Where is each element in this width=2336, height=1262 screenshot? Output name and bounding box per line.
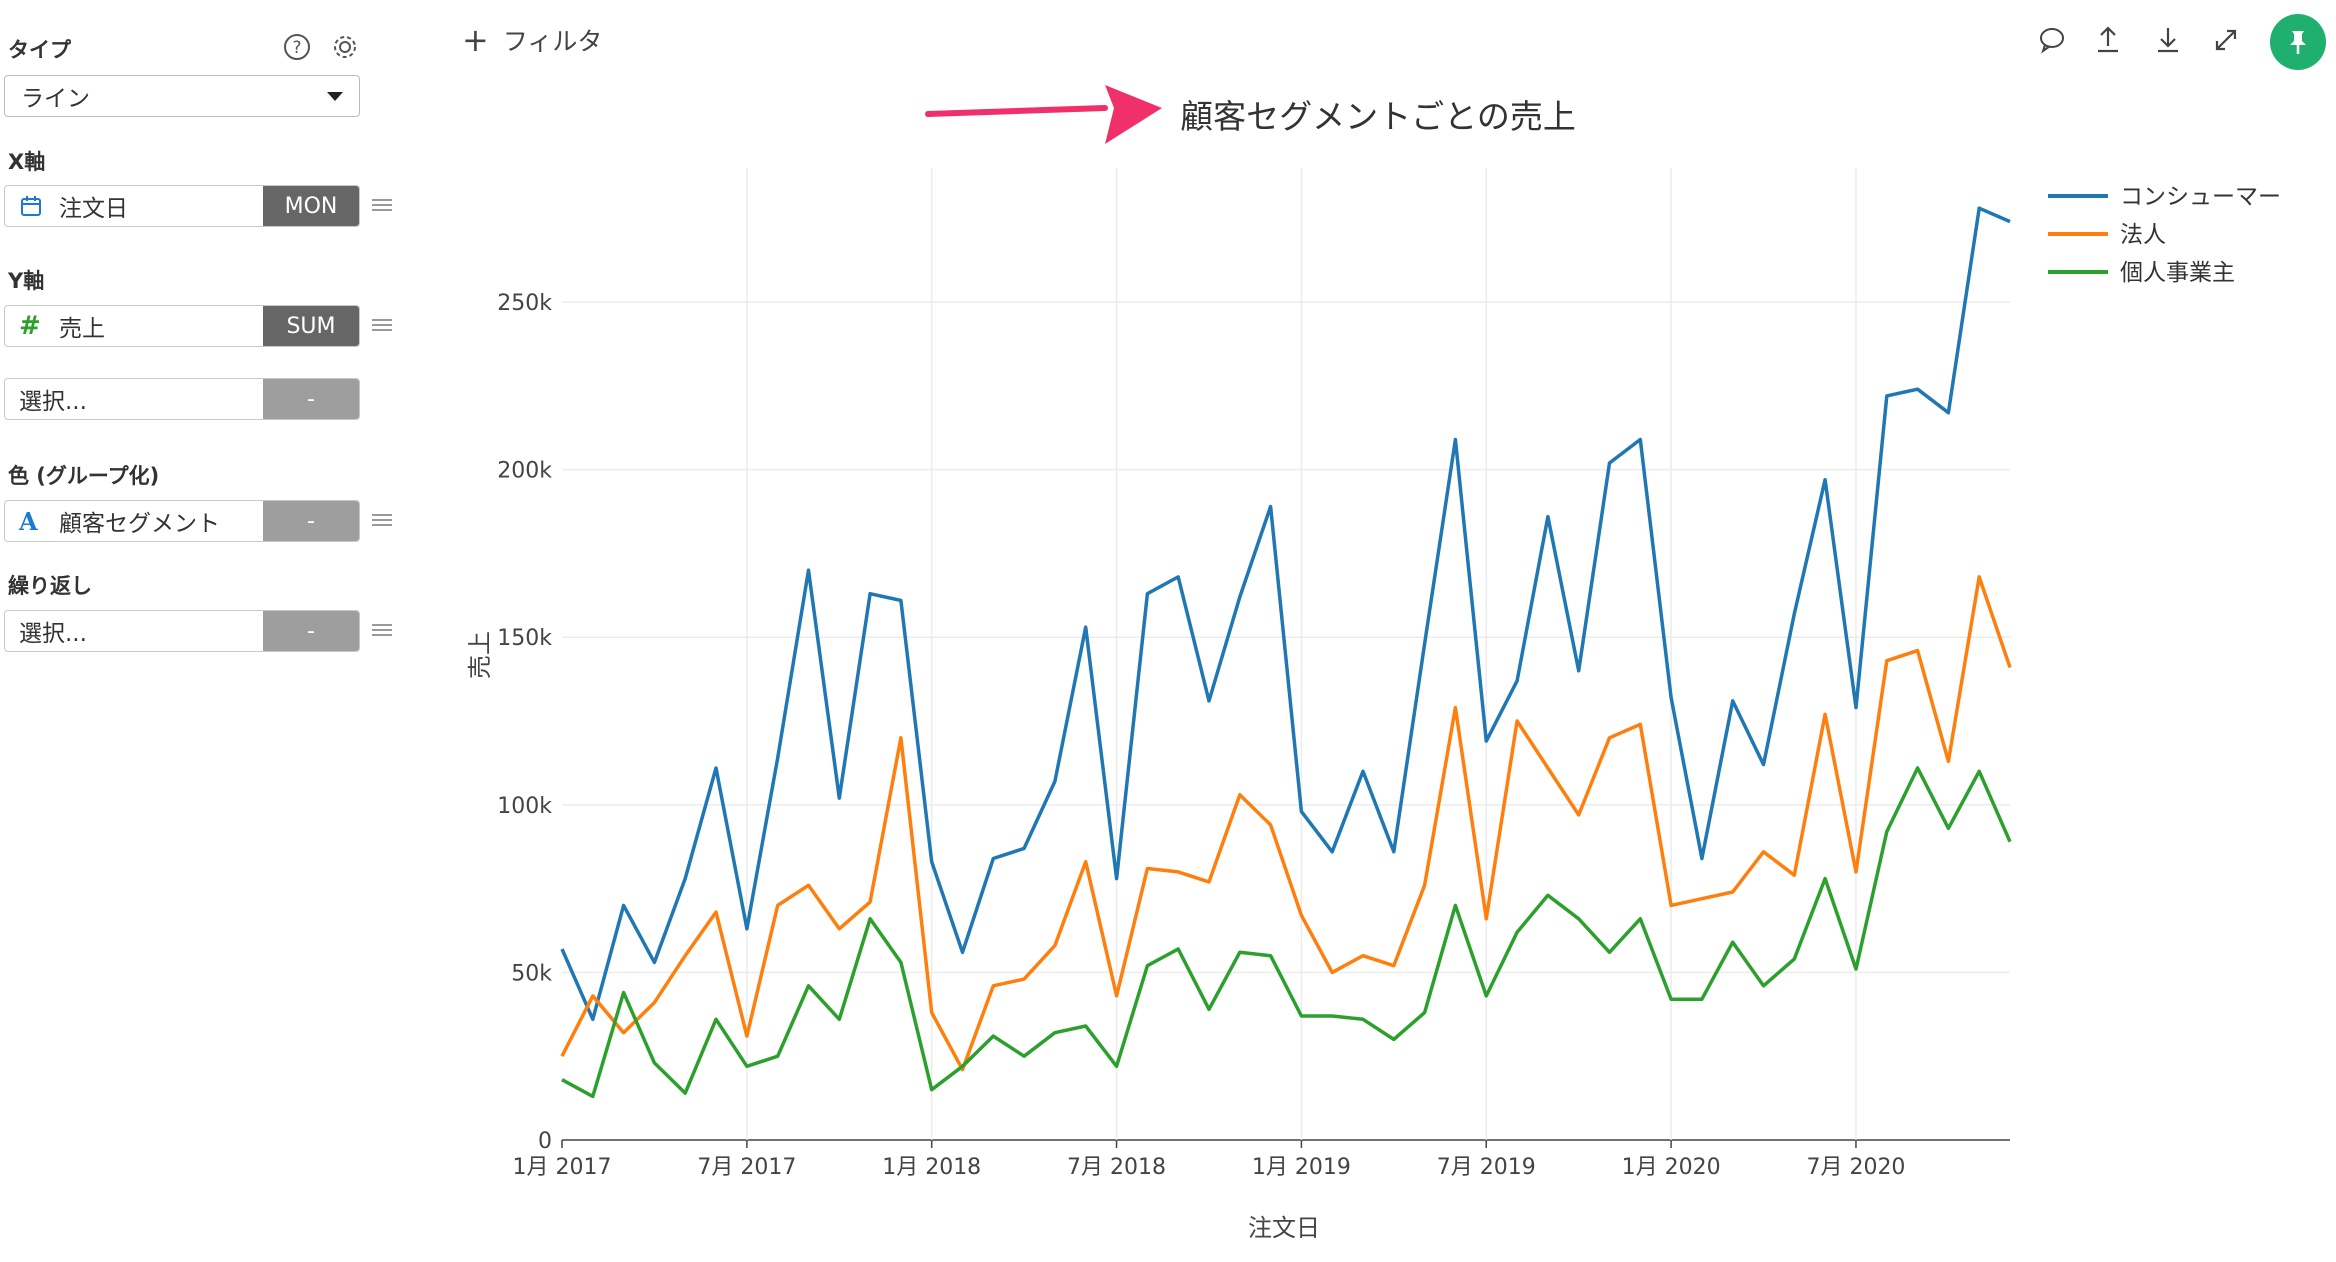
chart-grid xyxy=(562,168,2010,1141)
y-axis: 0 50k 100k 150k 200k 250k xyxy=(497,291,552,1154)
y-tick-label: 50k xyxy=(511,961,552,986)
series-line-2 xyxy=(561,766,2012,1099)
y-tick-label: 250k xyxy=(497,291,552,316)
x-tick-label: 7月 2019 xyxy=(1437,1155,1536,1180)
x-field-name: 注文日 xyxy=(59,196,128,222)
series-line-0 xyxy=(560,206,2011,1022)
chart-type-select[interactable]: ライン xyxy=(4,75,360,117)
download-icon[interactable] xyxy=(2152,24,2184,56)
text-type-icon: A xyxy=(19,506,38,536)
x-tick-label: 7月 2017 xyxy=(697,1155,796,1180)
y2-axis-field[interactable]: 選択... - xyxy=(4,378,360,420)
gear-icon[interactable] xyxy=(330,32,360,62)
y2-aggregation-button[interactable]: - xyxy=(263,379,359,419)
y-tick-label: 0 xyxy=(538,1129,552,1154)
repeat-field[interactable]: 選択... - xyxy=(4,610,360,652)
drag-handle-icon[interactable] xyxy=(372,316,392,334)
chart-title: 顧客セグメントごとの売上 xyxy=(1180,97,1576,136)
x-tick-label: 7月 2018 xyxy=(1067,1155,1166,1180)
legend-label: コンシューマー xyxy=(2120,184,2281,210)
y-axis-label: Y軸 xyxy=(8,269,45,293)
x-axis-field[interactable]: 注文日 MON xyxy=(4,185,360,227)
repeat-placeholder: 選択... xyxy=(19,621,87,647)
x-tick-label: 1月 2020 xyxy=(1622,1155,1721,1180)
plus-icon: + xyxy=(462,21,489,59)
color-section-label: 色 (グループ化) xyxy=(8,464,160,488)
legend-label: 法人 xyxy=(2120,222,2166,248)
repeat-section-label: 繰り返し xyxy=(8,574,92,598)
expand-icon[interactable] xyxy=(2210,24,2242,56)
drag-handle-icon[interactable] xyxy=(372,511,392,529)
chart-type-value: ライン xyxy=(21,86,90,112)
plot-lines xyxy=(560,206,2012,1099)
x-tick-label: 7月 2020 xyxy=(1806,1155,1905,1180)
drag-handle-icon[interactable] xyxy=(372,621,392,639)
color-field-name: 顧客セグメント xyxy=(59,511,220,537)
drag-handle-icon[interactable] xyxy=(372,196,392,214)
x-tick-label: 1月 2018 xyxy=(882,1155,981,1180)
legend-label: 個人事業主 xyxy=(2120,260,2235,286)
series-line-1 xyxy=(560,575,2012,1072)
y-field-name: 売上 xyxy=(59,316,105,342)
type-section-label: タイプ xyxy=(8,38,71,62)
hash-icon: # xyxy=(19,311,41,341)
color-field[interactable]: A 顧客セグメント - xyxy=(4,500,360,542)
y-axis-title: 売上 xyxy=(466,631,494,679)
y2-placeholder: 選択... xyxy=(19,389,87,415)
comment-icon[interactable] xyxy=(2036,24,2068,56)
x-axis: 1月 2017 7月 2017 1月 2018 7月 2018 1月 2019 7月 20… xyxy=(513,1140,1905,1180)
chart-config-sidebar: タイプ ? ライン X軸 注文日 MON Y軸 # 売上 SUM 選択... -… xyxy=(0,0,420,1262)
y-tick-label: 150k xyxy=(497,626,552,651)
pin-icon xyxy=(2290,31,2306,54)
calendar-icon xyxy=(19,194,49,218)
svg-text:?: ? xyxy=(292,38,301,58)
repeat-aggregation-button[interactable]: - xyxy=(263,611,359,651)
color-aggregation-button[interactable]: - xyxy=(263,501,359,541)
y-axis-field[interactable]: # 売上 SUM xyxy=(4,305,360,347)
x-axis-label: X軸 xyxy=(8,150,46,174)
y-tick-label: 200k xyxy=(497,459,552,484)
x-tick-label: 1月 2017 xyxy=(513,1155,612,1180)
x-aggregation-button[interactable]: MON xyxy=(263,186,359,226)
help-icon[interactable]: ? xyxy=(282,32,312,62)
pin-button[interactable] xyxy=(2270,14,2326,70)
upload-icon[interactable] xyxy=(2092,24,2124,56)
y-tick-label: 100k xyxy=(497,794,552,819)
filter-label: フィルタ xyxy=(502,27,603,56)
x-axis-title: 注文日 xyxy=(1248,1214,1320,1242)
annotation-arrow xyxy=(925,85,1162,144)
add-filter-button[interactable]: + フィルタ xyxy=(462,22,602,58)
chevron-down-icon xyxy=(327,91,343,101)
y-aggregation-button[interactable]: SUM xyxy=(263,306,359,346)
x-tick-label: 1月 2019 xyxy=(1252,1155,1351,1180)
